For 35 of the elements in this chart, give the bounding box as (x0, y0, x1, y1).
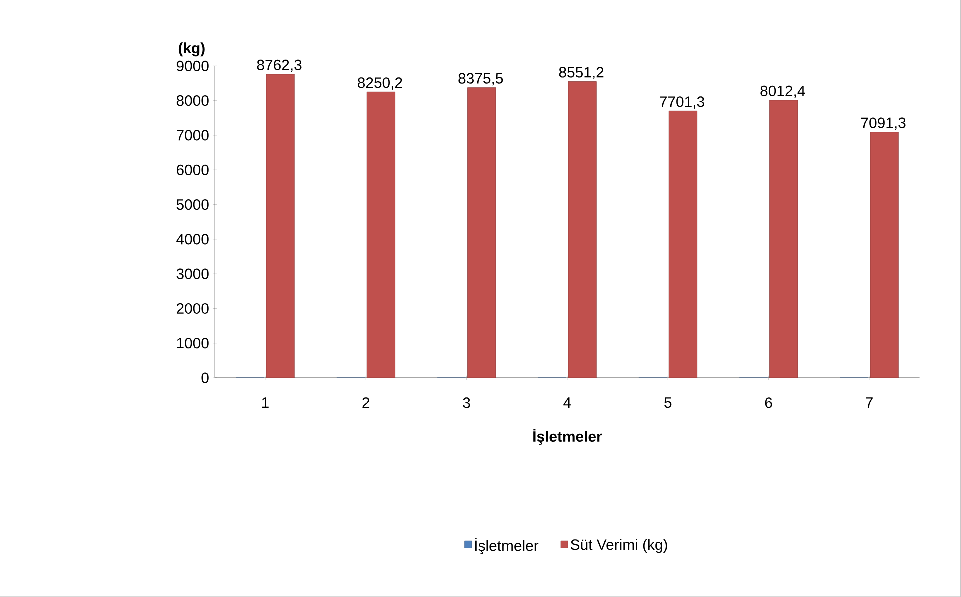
y-tick-label: 1000 (177, 338, 209, 349)
x-tick-label: 6 (765, 398, 772, 408)
bar (870, 132, 899, 378)
y-tick-label: 7000 (177, 130, 209, 141)
y-tick-label: 0 (202, 372, 209, 384)
y-tick-label: 5000 (176, 199, 209, 210)
data-label: 8551,2 (559, 67, 604, 80)
x-tick-label: 2 (362, 398, 370, 408)
y-tick-label: 2000 (176, 303, 209, 314)
x-tick-label: 1 (262, 398, 269, 408)
y-axis-title: (kg) (178, 42, 205, 57)
bar (668, 110, 698, 378)
x-tick-label: 7 (866, 398, 873, 408)
y-tick-label: 8000 (176, 95, 209, 106)
bar (468, 88, 496, 378)
data-label: 7701,3 (660, 96, 704, 109)
bar (366, 92, 396, 378)
x-tick-label: 5 (664, 398, 672, 408)
y-tick-label: 3000 (176, 268, 209, 280)
bar (266, 74, 295, 378)
data-label: 8762,3 (257, 60, 302, 72)
data-label: 8250,2 (358, 78, 402, 90)
legend-label: Süt Verimi (kg) (571, 539, 668, 554)
y-tick-label: 6000 (177, 164, 209, 176)
bar (770, 100, 798, 378)
y-tick-label: 9000 (176, 60, 209, 72)
y-tick-label: 4000 (176, 234, 209, 245)
x-axis-title: İşletmeler (534, 429, 602, 445)
data-label: 7091,3 (861, 118, 906, 130)
legend-label: İşletmeler (476, 538, 539, 554)
data-label: 8375,5 (458, 73, 504, 86)
x-tick-label: 3 (463, 398, 470, 408)
bar (568, 81, 597, 378)
x-tick-label: 4 (564, 398, 572, 408)
data-label: 8012,4 (760, 86, 806, 98)
